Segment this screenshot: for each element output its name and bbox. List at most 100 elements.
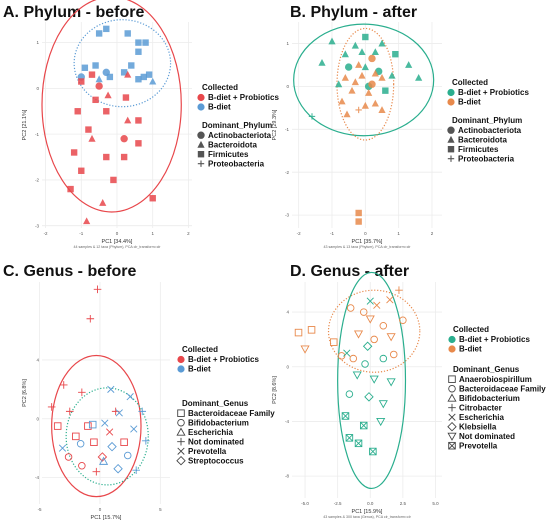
- data-point-group: [318, 58, 326, 66]
- data-point-group: [122, 94, 130, 101]
- legend-shape-label: Actinobacteriota: [208, 131, 272, 140]
- y-tick-label: 0: [36, 86, 39, 91]
- data-point: [120, 69, 128, 76]
- panel-1: A. Phylum - before -2 -1 0 1 2 1 0 -1 -2 -3 PC1 [34…: [3, 0, 279, 249]
- data-point: [358, 48, 366, 56]
- data-point-group: [95, 75, 103, 83]
- data-point: [72, 432, 80, 441]
- legend-shape-label: Anaerobiospirillum: [459, 375, 532, 384]
- x-tick-label: 2.5: [400, 501, 407, 506]
- legend-series-label: B-diet: [458, 98, 481, 107]
- x-tick-label: -5: [38, 507, 42, 512]
- data-point: [399, 316, 407, 325]
- legend-shape-label: Klebsiella: [459, 423, 497, 432]
- x-tick-label: -1: [79, 231, 83, 236]
- data-point-group: [124, 30, 131, 37]
- legend-color-swatch: [197, 103, 205, 111]
- legend-shape-marker: [448, 375, 456, 383]
- data-point: [107, 441, 117, 452]
- data-point: [354, 439, 363, 448]
- data-point-group: [95, 30, 103, 37]
- data-point-group: [83, 217, 91, 225]
- data-point-group: [149, 77, 157, 85]
- data-point: [395, 286, 403, 295]
- x-axis-label: PC1 [34.4%]: [102, 239, 133, 245]
- legend-color-swatch: [447, 98, 455, 106]
- data-point: [67, 185, 74, 193]
- data-point: [351, 41, 359, 49]
- data-point: [371, 69, 379, 77]
- panel-2: B. Phylum - after -2 -1 0 1 2 1 0 -1 -2 -3 PC1 [35.…: [272, 4, 529, 249]
- legend-shape-marker: [197, 131, 205, 139]
- panel-title: A. Phylum - before: [3, 4, 144, 21]
- data-point: [343, 110, 351, 118]
- data-point: [103, 25, 110, 33]
- data-point-group: [361, 63, 369, 71]
- confidence-ellipse: [337, 271, 407, 490]
- data-point-group: [110, 176, 117, 184]
- data-point-group: [145, 71, 153, 78]
- data-point: [355, 61, 363, 68]
- data-point-group: [378, 73, 386, 81]
- data-point: [86, 314, 95, 323]
- data-point: [122, 94, 130, 101]
- confidence-ellipse: [293, 23, 435, 137]
- panel-4: D. Genus - after -5.0 -2.5 0.0 2.5 5.0 4 0 -4 -8 P…: [272, 263, 546, 519]
- legend-shape-marker: [197, 160, 205, 167]
- x-axis-label: PC1 [15.9%]: [352, 509, 383, 515]
- y-tick-label: -2: [35, 178, 39, 183]
- confidence-ellipse: [51, 354, 142, 498]
- data-point-group: [371, 99, 379, 107]
- data-point-group: [382, 87, 389, 94]
- data-point: [92, 467, 101, 476]
- data-point-group: [365, 89, 373, 96]
- data-point: [386, 378, 396, 387]
- data-point-group: [371, 69, 379, 77]
- data-point: [81, 64, 89, 71]
- data-point: [97, 452, 108, 462]
- data-point-group: [343, 110, 351, 118]
- data-point-group: [135, 76, 142, 83]
- data-point: [110, 176, 117, 184]
- data-point: [149, 195, 156, 202]
- chart-caption: 44 samples & 12 taxa (Phylum), PCA clr_t…: [74, 245, 162, 249]
- data-point: [135, 140, 142, 147]
- data-point-group: [328, 37, 336, 45]
- data-point: [308, 113, 316, 120]
- data-point-group: [88, 134, 96, 142]
- data-point: [352, 371, 362, 380]
- data-point-group: [124, 116, 132, 124]
- data-point: [382, 87, 389, 94]
- data-point-group: [348, 86, 356, 94]
- data-point: [359, 421, 368, 430]
- data-point: [78, 388, 86, 397]
- legend-shape-marker: [177, 437, 185, 446]
- data-point: [379, 354, 388, 363]
- data-point: [318, 58, 326, 66]
- confidence-ellipse: [73, 19, 172, 108]
- x-tick-label: 1: [151, 231, 154, 236]
- data-point-group: [351, 41, 359, 49]
- data-point: [78, 462, 86, 470]
- legend-shape-marker: [447, 421, 457, 432]
- data-point: [362, 33, 369, 41]
- data-point: [348, 86, 356, 94]
- data-point: [392, 50, 399, 58]
- data-point-group: [142, 39, 149, 46]
- data-point: [335, 80, 343, 88]
- plot-area: [292, 282, 442, 498]
- data-point-group: [78, 167, 85, 174]
- x-tick-label: 5: [159, 507, 162, 512]
- legend-color-swatch: [197, 93, 205, 102]
- data-point-group: [135, 117, 142, 124]
- data-point: [351, 78, 359, 86]
- data-point-group: [368, 80, 376, 88]
- data-point-group: [135, 140, 142, 147]
- data-point: [132, 466, 140, 474]
- data-point: [142, 436, 150, 445]
- y-axis-label: PC2 [29.3%]: [272, 109, 278, 140]
- legend-shape-label: Streptococcus: [188, 457, 244, 466]
- confidence-ellipse: [65, 387, 149, 486]
- legend-title-shape: Dominant_Genus: [453, 365, 520, 374]
- data-point-group: [67, 185, 74, 193]
